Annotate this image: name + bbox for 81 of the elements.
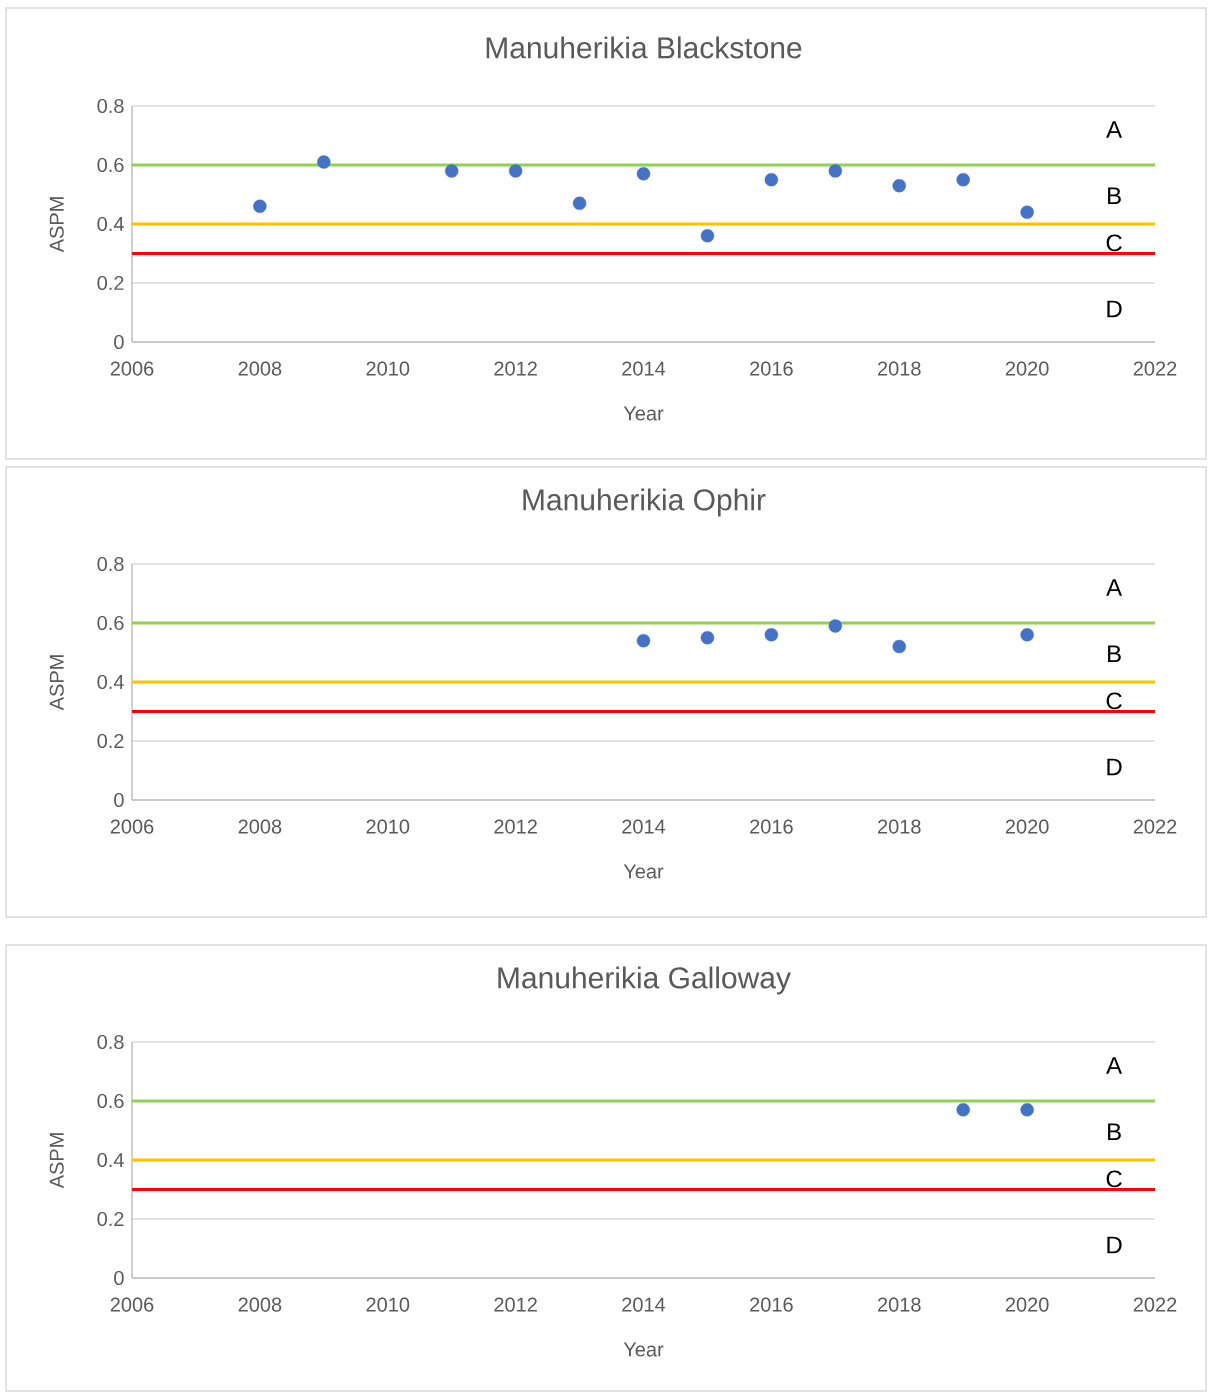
annotation: A xyxy=(1106,579,1123,596)
x-tick-label: 2014 xyxy=(622,819,666,834)
y-axis-title: ASPM xyxy=(49,197,64,253)
y-tick-label: 0.4 xyxy=(97,216,124,232)
x-tick-label: 2010 xyxy=(366,361,410,376)
annotation: D xyxy=(1107,1236,1122,1254)
chart-title: Manuherikia Blackstone xyxy=(486,36,802,59)
x-tick-label: 2010 xyxy=(366,819,410,834)
y-tick-label: 0.4 xyxy=(97,674,124,690)
y-tick-label: 0.6 xyxy=(97,157,124,173)
annotation: B xyxy=(1108,1123,1121,1140)
x-tick-label: 2022 xyxy=(1133,361,1177,376)
y-tick-label: 0 xyxy=(114,1270,124,1286)
y-axis-title: ASPM xyxy=(49,1133,64,1189)
x-tick-label: 2008 xyxy=(238,819,282,834)
x-tick-label: 2022 xyxy=(1133,1297,1177,1312)
annotation: A xyxy=(1106,121,1123,138)
point xyxy=(764,173,779,187)
x-tick-label: 2008 xyxy=(238,1297,282,1312)
x-tick-label: 2016 xyxy=(750,361,793,376)
x-tick-label: 2020 xyxy=(1005,819,1049,834)
y-tick-label: 0.8 xyxy=(97,1034,124,1050)
annotation: C xyxy=(1106,234,1122,252)
point xyxy=(828,164,843,178)
x-tick-label: 2012 xyxy=(494,361,537,376)
annotation: D xyxy=(1107,300,1122,318)
y-tick-label: 0 xyxy=(114,334,124,350)
x-tick-label: 2018 xyxy=(878,819,921,834)
annotation: B xyxy=(1108,187,1121,204)
y-tick-label: 0.6 xyxy=(97,1093,124,1109)
point xyxy=(1020,205,1034,219)
y-tick-label: 0.8 xyxy=(97,556,124,572)
point xyxy=(700,229,715,243)
x-tick-label: 2006 xyxy=(110,819,154,834)
point xyxy=(444,164,459,178)
x-axis-title: Year xyxy=(623,406,664,421)
x-axis-title: Year xyxy=(623,1342,664,1357)
x-tick-label: 2006 xyxy=(110,1297,154,1312)
y-tick-label: 0.6 xyxy=(97,615,124,631)
x-tick-label: 2012 xyxy=(494,1297,537,1312)
point xyxy=(892,639,906,654)
point xyxy=(636,633,651,648)
x-tick-label: 2018 xyxy=(878,361,921,376)
y-tick-label: 0.8 xyxy=(97,98,124,114)
point xyxy=(508,164,523,178)
x-axis-title: Year xyxy=(623,864,664,879)
annotation: C xyxy=(1106,1170,1122,1188)
x-tick-label: 2018 xyxy=(878,1297,921,1312)
x-tick-label: 2006 xyxy=(110,361,154,376)
point xyxy=(1020,628,1034,642)
x-tick-label: 2022 xyxy=(1133,819,1177,834)
x-tick-label: 2016 xyxy=(750,1297,793,1312)
y-axis-title: ASPM xyxy=(49,655,64,711)
x-tick-label: 2014 xyxy=(622,1297,666,1312)
y-tick-label: 0.4 xyxy=(97,1152,124,1168)
point xyxy=(253,199,267,213)
point xyxy=(317,155,331,169)
point xyxy=(572,196,587,211)
x-tick-label: 2020 xyxy=(1005,1297,1049,1312)
x-tick-label: 2012 xyxy=(494,819,537,834)
chart-title: Manuherikia Ophir xyxy=(523,488,766,517)
y-tick-label: 0.2 xyxy=(97,275,124,291)
point xyxy=(956,173,970,187)
x-tick-label: 2020 xyxy=(1005,361,1049,376)
point xyxy=(700,631,715,645)
point xyxy=(636,167,651,181)
y-tick-label: 0.2 xyxy=(97,733,124,749)
x-tick-label: 2014 xyxy=(622,361,666,376)
y-tick-label: 0.2 xyxy=(97,1211,124,1227)
x-tick-label: 2008 xyxy=(238,361,282,376)
annotation: B xyxy=(1108,645,1121,662)
y-tick-label: 0 xyxy=(114,792,124,808)
point xyxy=(892,178,906,193)
annotation: A xyxy=(1106,1057,1123,1074)
point xyxy=(764,628,779,642)
annotation: C xyxy=(1106,692,1122,710)
annotation: D xyxy=(1107,758,1122,776)
x-tick-label: 2010 xyxy=(366,1297,410,1312)
chart-title: Manuherikia Galloway xyxy=(498,966,791,995)
x-tick-label: 2016 xyxy=(750,819,793,834)
point xyxy=(828,619,843,633)
